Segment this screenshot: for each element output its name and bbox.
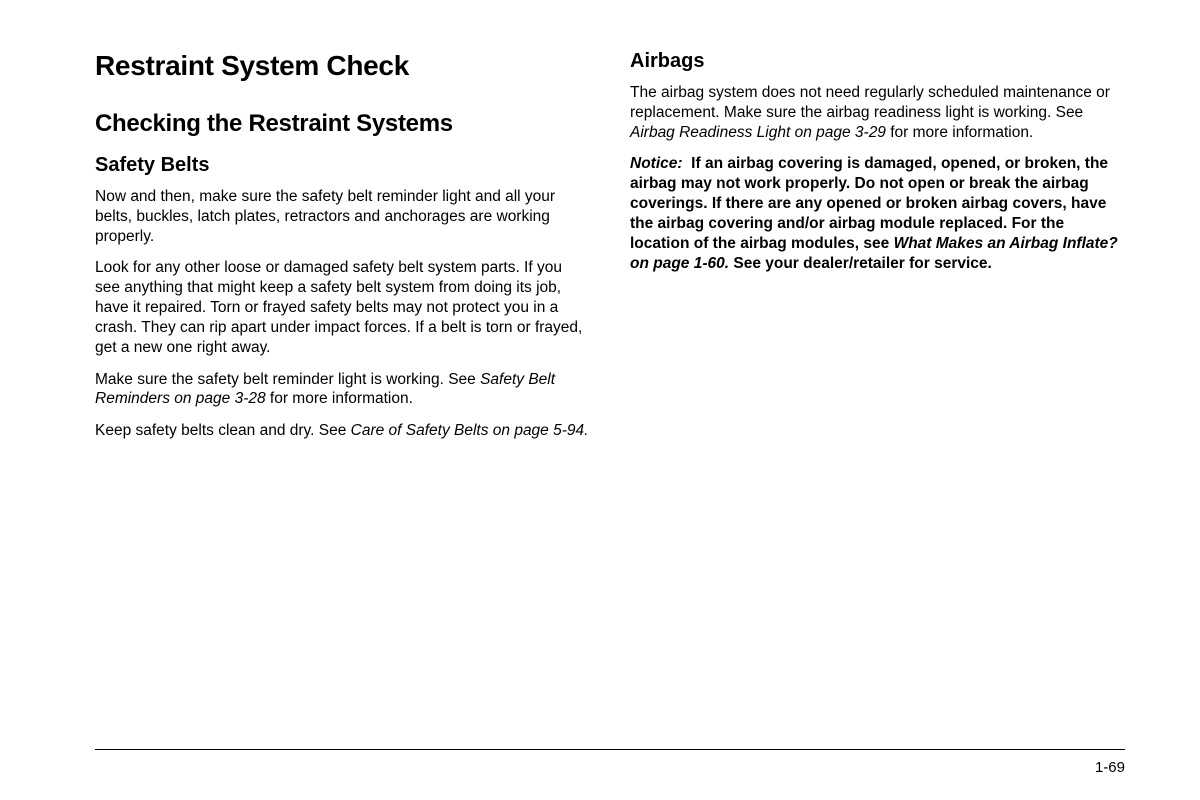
two-column-layout: Restraint System Check Checking the Rest… xyxy=(95,50,1125,453)
page-number: 1-69 xyxy=(1095,759,1125,776)
body-text: Make sure the safety belt reminder light… xyxy=(95,371,480,388)
cross-reference: Airbag Readiness Light on page 3-29 xyxy=(630,124,886,141)
body-text: for more information. xyxy=(886,124,1033,141)
notice-paragraph: Notice: If an airbag covering is damaged… xyxy=(630,154,1125,273)
cross-reference: Care of Safety Belts on page 5-94. xyxy=(351,422,589,439)
manual-page: Restraint System Check Checking the Rest… xyxy=(0,0,1200,800)
body-text: Keep safety belts clean and dry. See xyxy=(95,422,351,439)
left-column: Restraint System Check Checking the Rest… xyxy=(95,50,590,453)
body-text: for more information. xyxy=(266,390,413,407)
notice-text: See your dealer/retailer for service. xyxy=(729,255,992,272)
body-paragraph: The airbag system does not need regularl… xyxy=(630,83,1125,142)
topic-heading-safety-belts: Safety Belts xyxy=(95,154,590,177)
body-paragraph: Now and then, make sure the safety belt … xyxy=(95,187,590,246)
body-paragraph: Make sure the safety belt reminder light… xyxy=(95,370,590,410)
right-column: Airbags The airbag system does not need … xyxy=(630,50,1125,453)
notice-label: Notice: xyxy=(630,155,683,172)
body-text: The airbag system does not need regularl… xyxy=(630,84,1110,121)
footer-rule xyxy=(95,749,1125,750)
body-paragraph: Keep safety belts clean and dry. See Car… xyxy=(95,421,590,441)
body-paragraph: Look for any other loose or damaged safe… xyxy=(95,258,590,357)
subsection-title: Checking the Restraint Systems xyxy=(95,110,590,138)
section-title: Restraint System Check xyxy=(95,50,590,82)
topic-heading-airbags: Airbags xyxy=(630,50,1125,73)
